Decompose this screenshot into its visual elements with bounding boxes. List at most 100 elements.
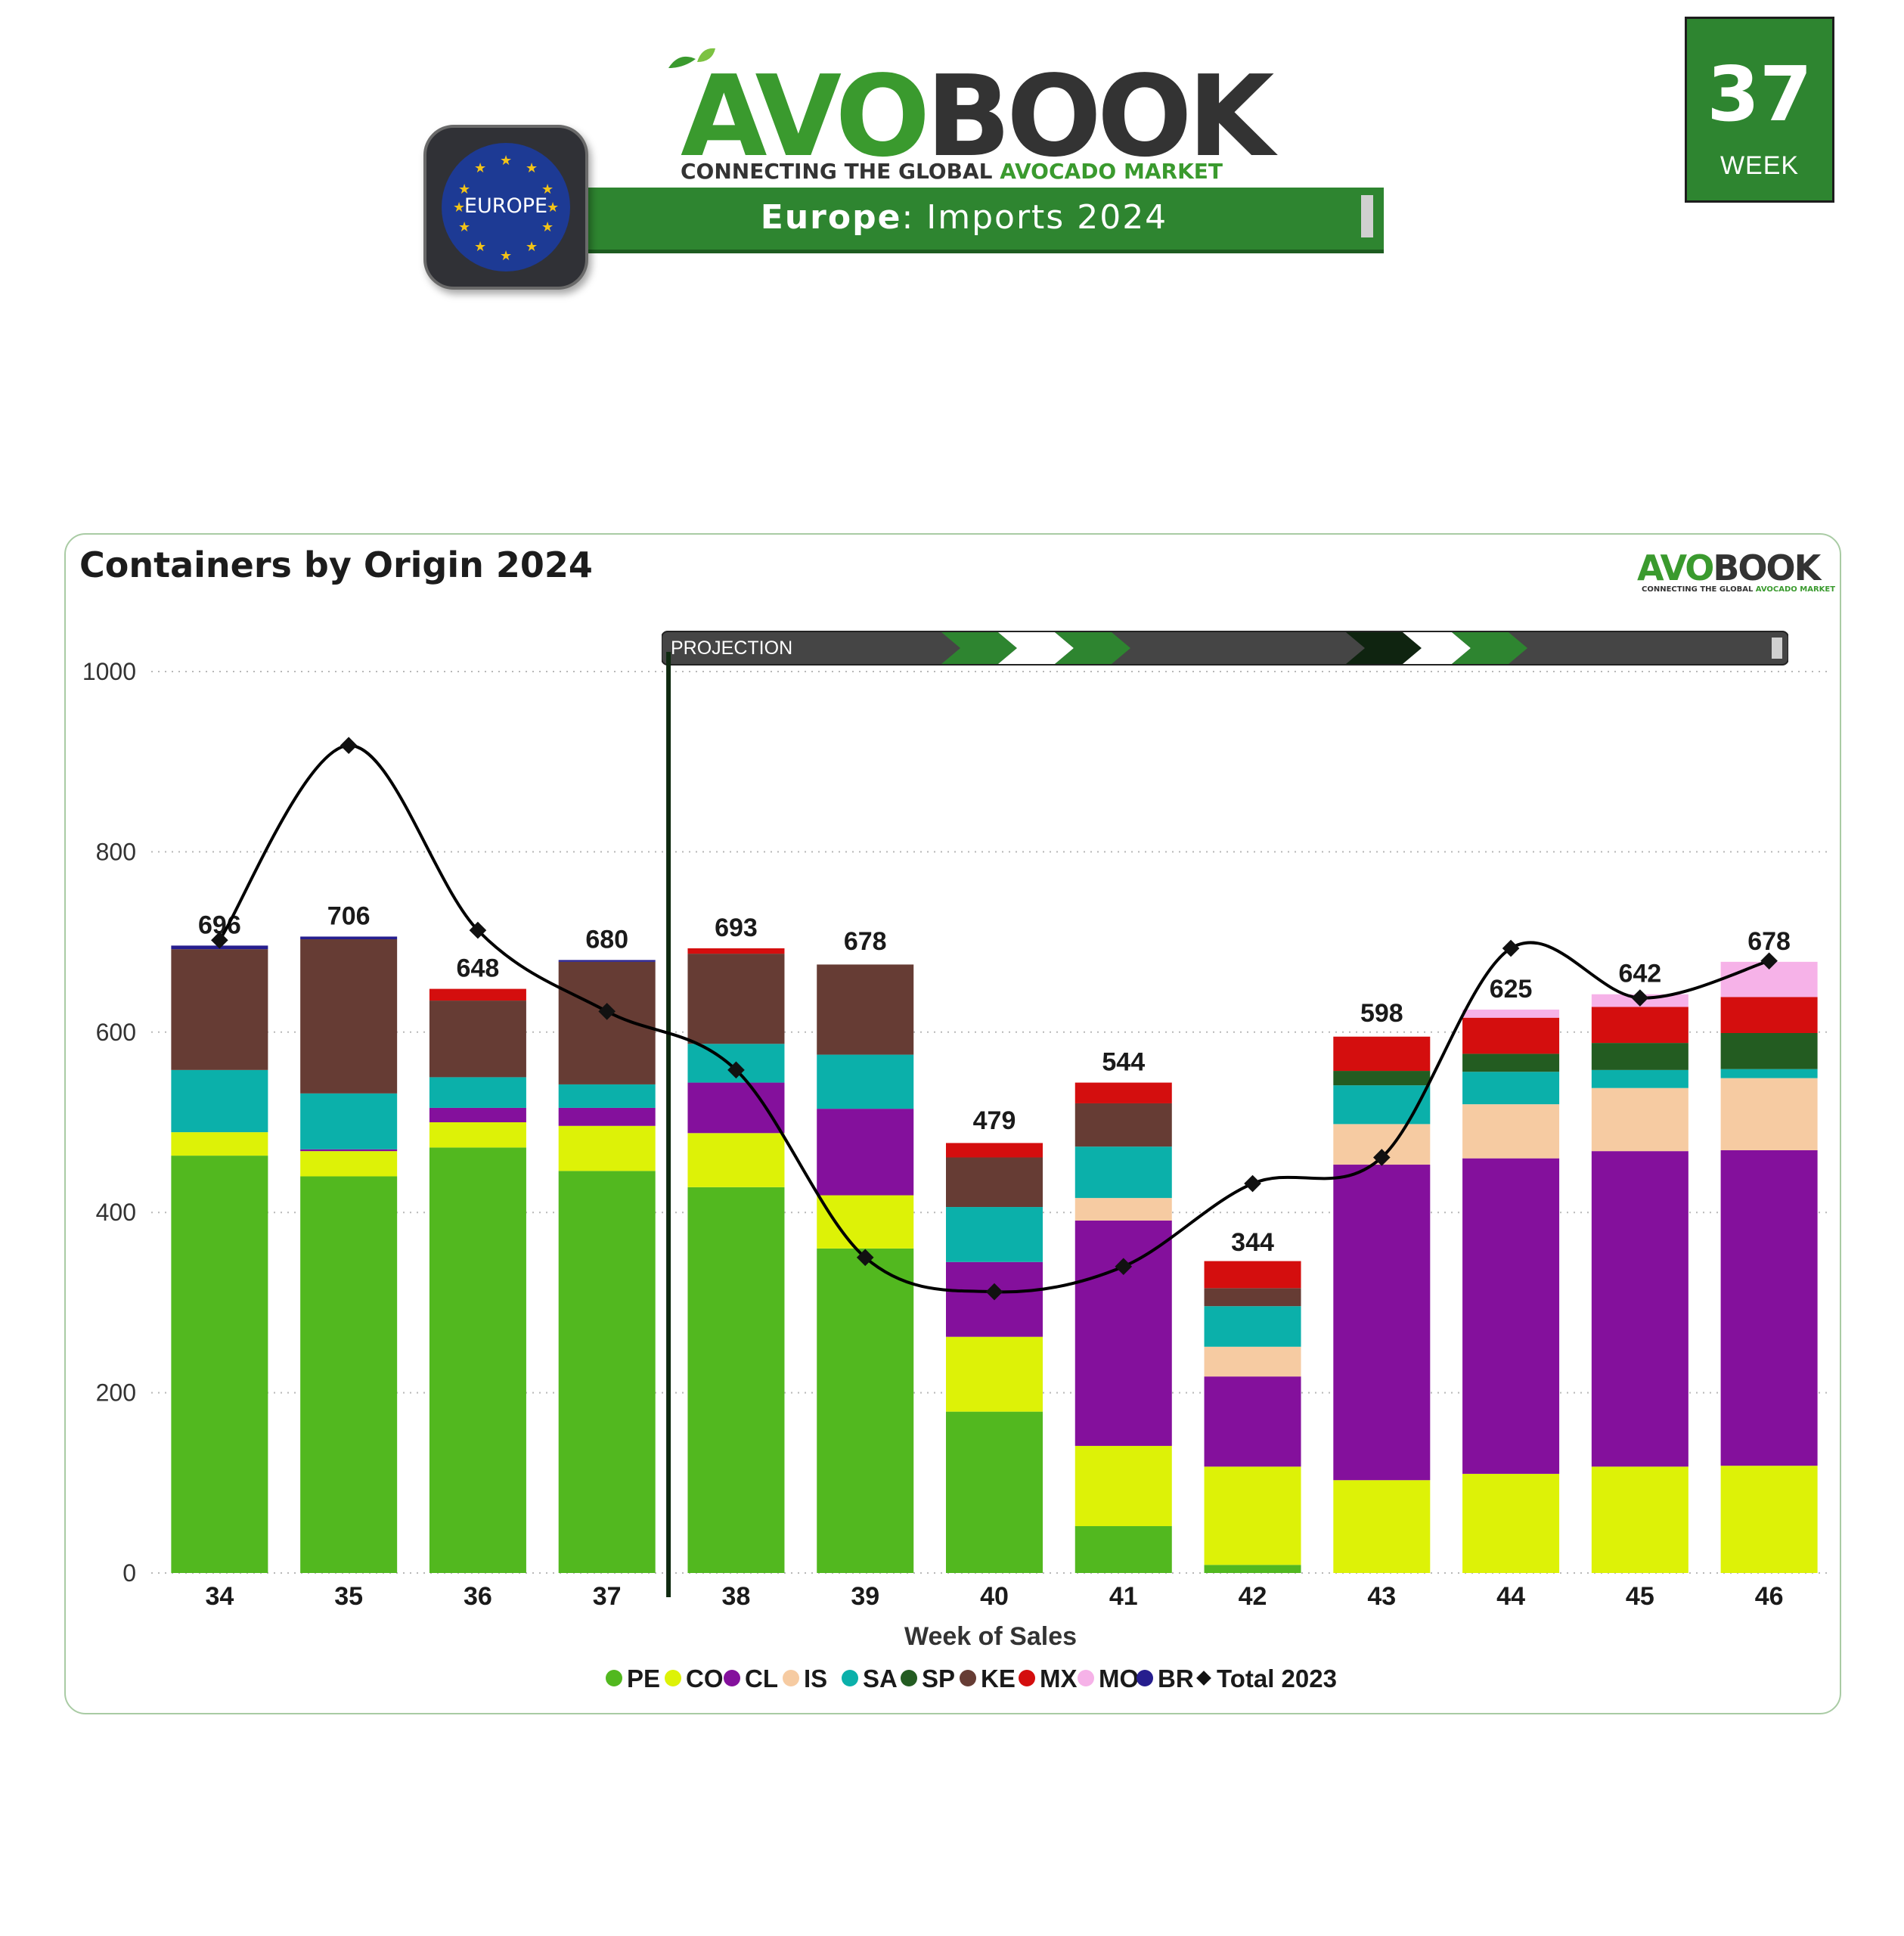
legend-label: CO xyxy=(686,1665,724,1692)
bar-segment-co xyxy=(1204,1466,1301,1565)
bar-total-label: 693 xyxy=(715,914,758,942)
total-2023-point xyxy=(727,1061,745,1079)
bar-segment-co xyxy=(1333,1480,1431,1573)
bar-segment-pe xyxy=(946,1411,1043,1573)
bar-segment-cl xyxy=(300,1149,398,1152)
bar-segment-is xyxy=(1720,1078,1818,1150)
bar-segment-co xyxy=(1720,1466,1818,1573)
bar-total-label: 544 xyxy=(1102,1048,1145,1077)
y-tick-label: 800 xyxy=(96,838,136,865)
bar-segment-br xyxy=(558,960,656,962)
bar-segment-sa xyxy=(1720,1069,1818,1078)
bar-segment-cl xyxy=(1462,1158,1560,1474)
x-tick-label: 34 xyxy=(205,1582,234,1611)
bar-segment-pe xyxy=(429,1147,526,1573)
report-title: Europe: Imports 2024 xyxy=(760,198,1168,237)
bar-segment-sp xyxy=(1720,1032,1818,1069)
x-tick-label: 42 xyxy=(1239,1582,1267,1611)
bar-segment-sa xyxy=(817,1054,914,1109)
bar-segment-ke xyxy=(1204,1288,1301,1307)
x-tick-label: 39 xyxy=(851,1582,879,1611)
x-tick-label: 40 xyxy=(980,1582,1009,1611)
bar-segment-mx xyxy=(1333,1036,1431,1072)
legend-marker-total-2023 xyxy=(1196,1671,1211,1686)
total-2023-point xyxy=(1631,989,1649,1007)
bar-segment-pe xyxy=(817,1248,914,1573)
bar-segment-sp xyxy=(1462,1053,1560,1072)
legend-label: SP xyxy=(922,1665,955,1692)
legend-marker-mo xyxy=(1078,1670,1094,1686)
x-tick-label: 41 xyxy=(1109,1582,1138,1611)
bar-total-label: 642 xyxy=(1618,960,1661,988)
bar-segment-pe xyxy=(1204,1565,1301,1573)
bar-segment-pe xyxy=(558,1171,656,1573)
bar-segment-ke xyxy=(946,1157,1043,1208)
projection-banner: PROJECTION xyxy=(661,630,1789,666)
bar-segment-is xyxy=(1204,1346,1301,1377)
bar-segment-ke xyxy=(429,1001,526,1078)
x-tick-label: 38 xyxy=(722,1582,751,1611)
total-2023-point xyxy=(1502,939,1520,957)
bar-total-label: 648 xyxy=(457,954,500,983)
bar-segment-sa xyxy=(429,1077,526,1108)
bar-segment-ke xyxy=(171,949,268,1070)
total-2023-line xyxy=(218,743,1770,1294)
bar-segment-co xyxy=(429,1122,526,1148)
bar-segment-ke xyxy=(300,939,398,1094)
total-2023-point xyxy=(1372,1149,1391,1166)
legend-label: PE xyxy=(627,1665,660,1692)
x-axis-title: Week of Sales xyxy=(904,1622,1077,1651)
total-2023-point xyxy=(1115,1258,1133,1276)
bar-segment-co xyxy=(817,1195,914,1249)
y-tick-label: 0 xyxy=(122,1559,136,1587)
bar-segment-sa xyxy=(1074,1146,1172,1199)
bar-segment-ke xyxy=(1074,1103,1172,1147)
bar-segment-cl xyxy=(1720,1150,1818,1466)
legend-marker-co xyxy=(665,1670,681,1686)
total-2023-point xyxy=(1760,952,1778,970)
bar-segment-co xyxy=(687,1133,785,1187)
bar-segment-mx xyxy=(946,1143,1043,1158)
bar-segment-ke xyxy=(558,961,656,1084)
bar-segment-sa xyxy=(300,1093,398,1150)
total-2023-point xyxy=(340,737,358,755)
bar-segment-pe xyxy=(171,1156,268,1573)
bar-segment-mo xyxy=(1462,1010,1560,1018)
week-number: 37 xyxy=(1707,50,1813,138)
bar-segment-sa xyxy=(1462,1072,1560,1105)
bar-segment-co xyxy=(1591,1466,1688,1573)
bar-total-label: 706 xyxy=(327,901,371,930)
region-badge: ★ ★ ★ ★ ★ ★ ★ ★ ★ ★ ★ ★ EUROPE xyxy=(423,125,588,290)
bar-segment-cl xyxy=(687,1082,785,1134)
avobook-mini-logo: AVOBOOK CONNECTING THE GLOBAL AVOCADO MA… xyxy=(1637,548,1836,594)
projection-label: PROJECTION xyxy=(671,638,793,659)
legend-label: Total 2023 xyxy=(1217,1665,1337,1692)
legend-label: SA xyxy=(863,1665,898,1692)
bar-segment-pe xyxy=(687,1187,785,1573)
legend-label: MO xyxy=(1099,1665,1139,1692)
x-tick-label: 35 xyxy=(334,1582,363,1611)
bar-segment-mx xyxy=(687,948,785,954)
legend-marker-sa xyxy=(842,1670,858,1686)
bar-segment-co xyxy=(1462,1473,1560,1573)
bar-segment-sa xyxy=(1204,1306,1301,1347)
bar-segment-pe xyxy=(1074,1526,1172,1573)
bar-segment-mx xyxy=(1204,1261,1301,1289)
legend-label: IS xyxy=(804,1665,827,1692)
x-tick-label: 44 xyxy=(1496,1582,1525,1611)
total-2023-point xyxy=(211,931,228,949)
bar-total-label: 625 xyxy=(1490,975,1533,1004)
bar-segment-cl xyxy=(1333,1165,1431,1481)
bar-segment-sa xyxy=(558,1084,656,1108)
y-tick-label: 600 xyxy=(96,1019,136,1046)
brand-wordmark: AVOBOOK xyxy=(681,51,1274,182)
bar-segment-co xyxy=(946,1336,1043,1412)
eu-flag-icon: ★ ★ ★ ★ ★ ★ ★ ★ ★ ★ ★ ★ EUROPE xyxy=(442,143,570,271)
bar-segment-cl xyxy=(817,1109,914,1196)
total-2023-point xyxy=(985,1283,1003,1301)
bar-segment-cl xyxy=(558,1107,656,1126)
bar-segment-mx xyxy=(429,988,526,1001)
x-tick-label: 37 xyxy=(593,1582,622,1611)
bar-segment-cl xyxy=(1204,1376,1301,1467)
x-tick-label: 46 xyxy=(1755,1582,1784,1611)
